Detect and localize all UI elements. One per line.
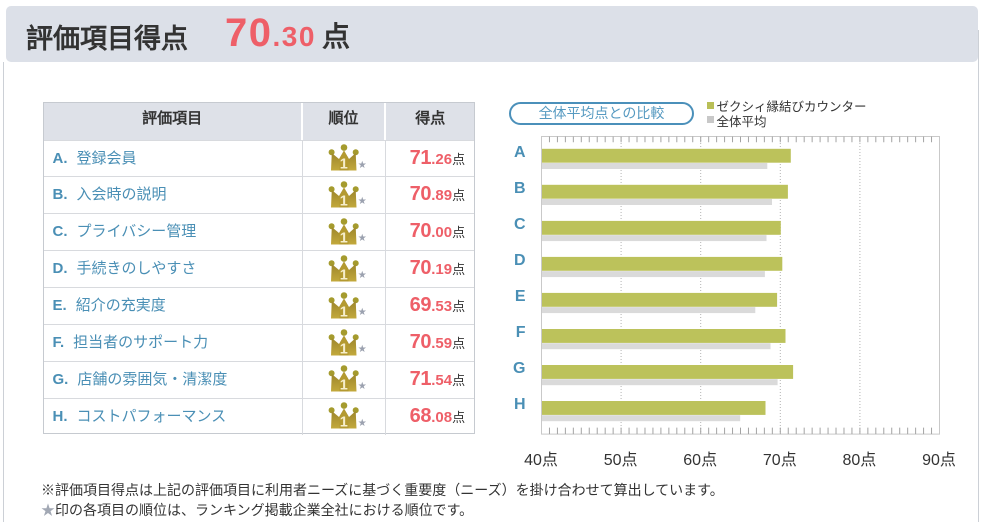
svg-text:1: 1 (340, 267, 348, 282)
svg-text:1: 1 (340, 341, 348, 356)
svg-text:1: 1 (340, 156, 348, 171)
svg-text:1: 1 (340, 304, 348, 319)
svg-text:1: 1 (340, 415, 348, 430)
svg-text:1: 1 (340, 378, 348, 393)
svg-text:1: 1 (340, 230, 348, 245)
svg-text:1: 1 (340, 193, 348, 208)
